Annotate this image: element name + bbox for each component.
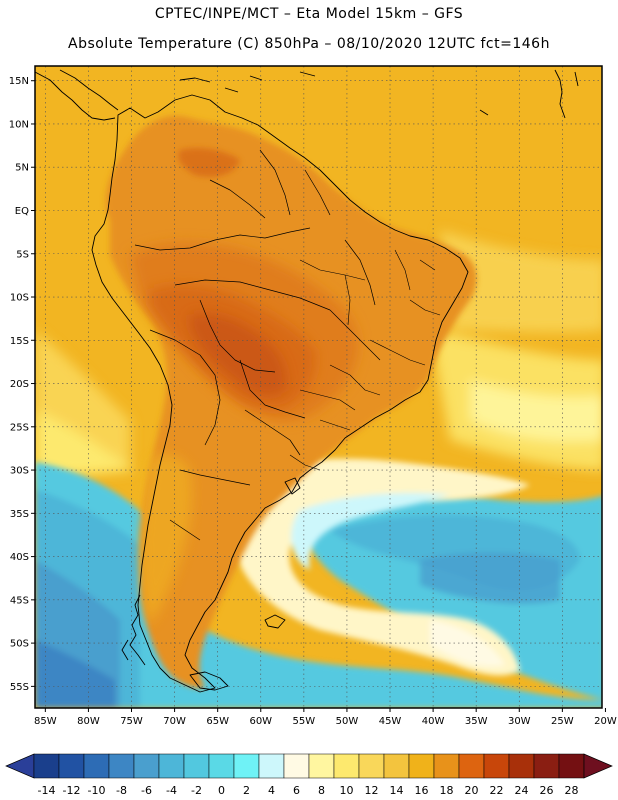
lagoon-uruguay <box>284 477 301 495</box>
colorbar-label: 16 <box>415 784 429 797</box>
lon-tick-label: 50W <box>336 716 359 727</box>
colorbar-bin <box>508 753 535 779</box>
colorbar-bin <box>233 753 260 779</box>
colorbar-label: 4 <box>268 784 275 797</box>
colorbar-bin <box>183 753 210 779</box>
south-america-coastline <box>91 94 469 693</box>
coastlines-and-borders <box>35 69 579 693</box>
colorbar-bin <box>383 753 410 779</box>
colorbar-label: 10 <box>340 784 354 797</box>
lon-tick-label: 85W <box>34 716 57 727</box>
lon-tick-label: 55W <box>293 716 316 727</box>
lon-tick-label: 25W <box>551 716 574 727</box>
colorbar: -14 -12 -10 -8 -6 -4 -2 0 2 4 6 8 10 12 14 16 18 20 22 24 26… <box>5 753 613 797</box>
lat-tick-label: 25S <box>10 422 29 433</box>
brazil-states <box>289 249 441 471</box>
colorbar-label: 14 <box>390 784 404 797</box>
colorbar-label: 12 <box>365 784 379 797</box>
colorbar-label: 24 <box>515 784 529 797</box>
lesser-antilles <box>554 69 579 119</box>
colorbar-bin <box>83 753 110 779</box>
colorbar-bin <box>408 753 435 779</box>
central-america-north-coast <box>59 69 119 111</box>
lat-tick-label: 15N <box>9 76 29 87</box>
colorbar-label: -12 <box>63 784 81 797</box>
plot-area <box>35 66 602 708</box>
colorbar-bin <box>208 753 235 779</box>
colorbar-label: -10 <box>88 784 106 797</box>
lon-tick-label: 70W <box>163 716 186 727</box>
tierra-del-fuego <box>189 671 229 691</box>
lat-tick-label: 10N <box>9 119 29 130</box>
chilean-archipelago <box>121 594 146 666</box>
lat-tick-label: 40S <box>10 552 29 563</box>
colorbar-bin <box>58 753 85 779</box>
lon-tick-label: 45W <box>379 716 402 727</box>
colorbar-label: 18 <box>440 784 454 797</box>
lat-tick-label: 55S <box>10 682 29 693</box>
title-line-1: CPTEC/INPE/MCT – Eta Model 15km – GFS <box>154 6 464 22</box>
colorbar-label: -6 <box>141 784 152 797</box>
colorbar-bin <box>108 753 135 779</box>
lat-tick-label: 45S <box>10 595 29 606</box>
lat-tick-label: 50S <box>10 639 29 650</box>
colorbar-label: 26 <box>540 784 554 797</box>
colorbar-bin <box>283 753 310 779</box>
colorbar-label: 6 <box>293 784 300 797</box>
caribbean-islands <box>179 71 489 116</box>
land-temperature-field <box>105 115 477 689</box>
plot-frame <box>34 65 603 709</box>
lat-tick-label: EQ <box>15 206 29 217</box>
colorbar-bin <box>483 753 510 779</box>
colorbar-bin <box>308 753 335 779</box>
colorbar-label: 20 <box>465 784 479 797</box>
colorbar-bin <box>258 753 285 779</box>
colorbar-label: -8 <box>116 784 127 797</box>
colorbar-label: -14 <box>38 784 56 797</box>
latitude-axis: 15N 10N 5N EQ 5S 10S 15S 20S 25S 30S 35S 40S 45S 50S 5… <box>9 76 35 693</box>
colorbar-label: -2 <box>191 784 202 797</box>
colorbar-bin <box>433 753 460 779</box>
lon-tick-label: 65W <box>206 716 229 727</box>
lat-tick-label: 35S <box>10 509 29 520</box>
lon-tick-label: 75W <box>120 716 143 727</box>
lat-tick-label: 5S <box>16 249 29 260</box>
colorbar-bin <box>133 753 160 779</box>
colorbar-label: 8 <box>318 784 325 797</box>
colorbar-label: 0 <box>218 784 225 797</box>
colorbar-bin <box>333 753 360 779</box>
lat-tick-label: 15S <box>10 336 29 347</box>
title-line-2: Absolute Temperature (C) 850hPa – 08/10/… <box>68 36 550 52</box>
country-borders <box>134 149 381 541</box>
lat-tick-label: 5N <box>15 163 29 174</box>
colorbar-bin <box>533 753 560 779</box>
longitude-axis: 85W 80W 75W 70W 65W 60W 55W 50W 45W 40W 35W 30W 25W 2… <box>34 708 617 727</box>
colorbar-over-arrow <box>583 753 613 779</box>
colorbar-bin <box>458 753 485 779</box>
colorbar-under-arrow <box>5 753 35 779</box>
colorbar-bin <box>358 753 385 779</box>
colorbar-bin <box>158 753 185 779</box>
central-america-coastline <box>35 71 116 121</box>
warm-ocean-bands <box>35 230 602 480</box>
colorbar-label: 2 <box>243 784 250 797</box>
colorbar-bin <box>33 753 60 779</box>
colorbar-label: 28 <box>565 784 579 797</box>
lon-tick-label: 30W <box>508 716 531 727</box>
colorbar-label: -4 <box>166 784 177 797</box>
lon-tick-label: 20W <box>594 716 617 727</box>
lon-tick-label: 40W <box>422 716 445 727</box>
falkland-islands <box>264 614 286 629</box>
lon-tick-label: 80W <box>77 716 100 727</box>
graticule <box>35 66 602 708</box>
colorbar-label: 22 <box>490 784 504 797</box>
lat-tick-label: 10S <box>10 293 29 304</box>
lon-tick-label: 35W <box>465 716 488 727</box>
lon-tick-label: 60W <box>249 716 272 727</box>
lat-tick-label: 20S <box>10 379 29 390</box>
colorbar-bin <box>558 753 585 779</box>
lat-tick-label: 30S <box>10 466 29 477</box>
